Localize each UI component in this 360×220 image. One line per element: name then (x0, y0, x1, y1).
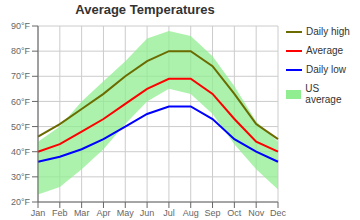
svg-text:Feb: Feb (52, 208, 68, 218)
svg-text:40°F: 40°F (11, 147, 31, 157)
svg-text:80°F: 80°F (11, 46, 31, 56)
svg-text:Oct: Oct (227, 208, 242, 218)
svg-text:Apr: Apr (96, 208, 110, 218)
svg-text:Jul: Jul (163, 208, 175, 218)
svg-text:Jun: Jun (140, 208, 155, 218)
svg-text:20°F: 20°F (11, 197, 31, 207)
html-text:Average Temperatures: Average Temperatures (75, 2, 215, 17)
svg-text:Mar: Mar (74, 208, 90, 218)
svg-text:Jan: Jan (31, 208, 46, 218)
html-text:Daily high: Daily high (306, 26, 350, 37)
svg-text:30°F: 30°F (11, 172, 31, 182)
html-text:Daily low: Daily low (306, 64, 346, 75)
svg-text:70°F: 70°F (11, 71, 31, 81)
svg-text:Sep: Sep (205, 208, 221, 218)
html-text:US average: US average (305, 83, 342, 105)
svg-text:Dec: Dec (270, 208, 287, 218)
svg-text:Nov: Nov (248, 208, 265, 218)
html-text:Average: Average (306, 45, 344, 56)
svg-text:50°F: 50°F (11, 122, 31, 132)
svg-text:60°F: 60°F (11, 97, 31, 107)
svg-text:May: May (117, 208, 135, 218)
svg-text:Aug: Aug (183, 208, 199, 218)
svg-text:90°F: 90°F (11, 21, 31, 31)
